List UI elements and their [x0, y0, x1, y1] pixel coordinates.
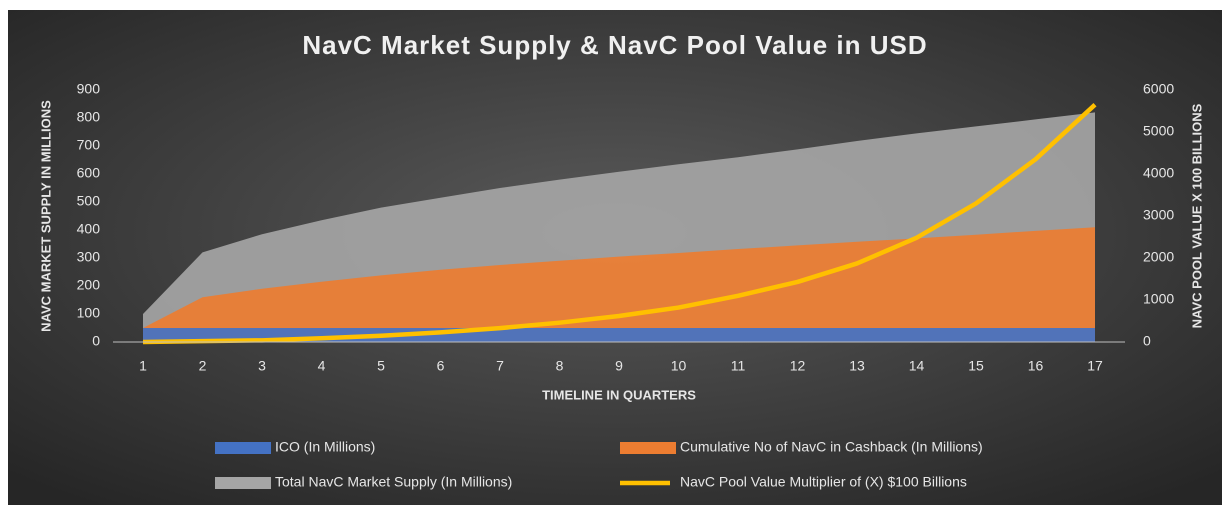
x-tick-label: 4	[318, 358, 326, 374]
y2-tick-label: 2000	[1143, 249, 1174, 265]
y-tick-label: 0	[92, 333, 100, 349]
y-tick-label: 500	[77, 193, 101, 209]
legend-swatch	[215, 442, 271, 454]
legend-label: Cumulative No of NavC in Cashback (In Mi…	[680, 439, 983, 455]
x-tick-label: 1	[139, 358, 147, 374]
y-tick-label: 800	[77, 109, 101, 125]
line	[142, 103, 1097, 345]
y-tick-label: 100	[77, 305, 101, 321]
x-tick-label: 13	[849, 358, 865, 374]
y-tick-label: 900	[77, 81, 101, 97]
chart-title: NavC Market Supply & NavC Pool Value in …	[302, 30, 927, 60]
y2-tick-label: 3000	[1143, 207, 1174, 223]
x-tick-label: 11	[731, 358, 746, 374]
x-axis-title: TIMELINE IN QUARTERS	[542, 387, 696, 402]
y-tick-label: 200	[77, 277, 101, 293]
y2-tick-label: 1000	[1143, 291, 1174, 307]
x-tick-label: 7	[496, 358, 504, 374]
x-tick-label: 6	[437, 358, 445, 374]
y2-tick-label: 6000	[1143, 81, 1174, 97]
legend-swatch	[620, 442, 676, 454]
x-tick-label: 9	[615, 358, 623, 374]
y2-tick-label: 5000	[1143, 123, 1174, 139]
y2-tick-label: 0	[1143, 333, 1151, 349]
x-tick-label: 3	[258, 358, 266, 374]
legend-label: Total NavC Market Supply (In Millions)	[275, 474, 512, 490]
y-tick-label: 300	[77, 249, 101, 265]
legend-swatch	[215, 477, 271, 489]
y-tick-label: 400	[77, 221, 101, 237]
x-tick-label: 8	[556, 358, 564, 374]
x-tick-label: 12	[790, 358, 806, 374]
x-tick-label: 16	[1028, 358, 1044, 374]
x-tick-label: 15	[968, 358, 984, 374]
y-axis-title: NAVC MARKET SUPPLY IN MILLIONS	[38, 100, 53, 332]
legend-label: NavC Pool Value Multiplier of (X) $100 B…	[680, 474, 967, 490]
x-tick-label: 10	[671, 358, 687, 374]
x-tick-label: 2	[199, 358, 207, 374]
area	[143, 328, 1095, 342]
y2-axis-title: NAVC POOL VALUE X 100 BILLIONS	[1189, 103, 1204, 328]
x-tick-label: 17	[1087, 358, 1103, 374]
legend-label: ICO (In Millions)	[275, 439, 375, 455]
area	[143, 227, 1095, 342]
y2-tick-label: 4000	[1143, 165, 1174, 181]
y-tick-label: 600	[77, 165, 101, 181]
y-tick-label: 700	[77, 137, 101, 153]
x-tick-label: 14	[909, 358, 925, 374]
x-tick-label: 5	[377, 358, 385, 374]
